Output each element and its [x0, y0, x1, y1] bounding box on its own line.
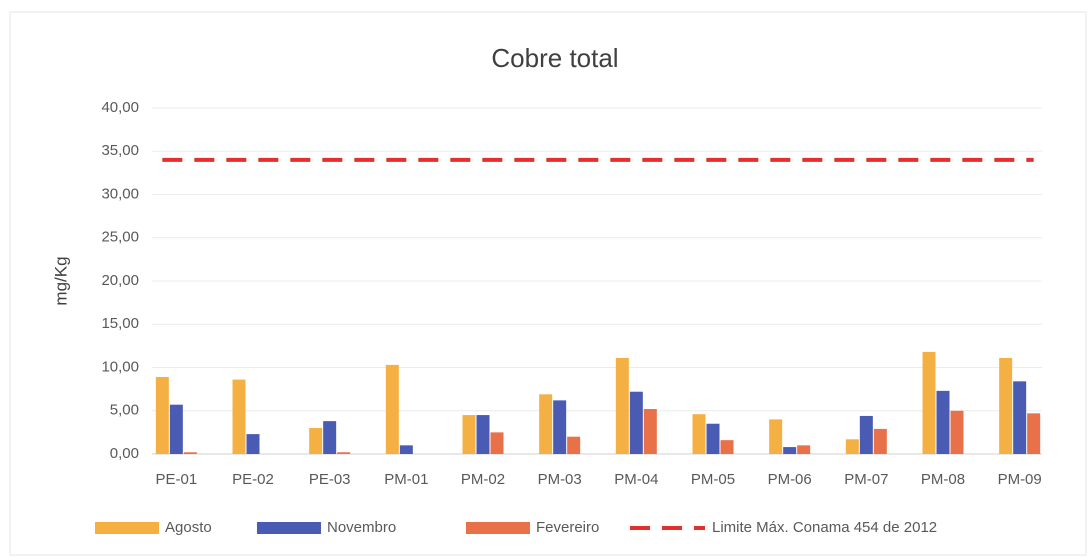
legend-swatch: [466, 522, 530, 534]
y-tick-label: 35,00: [101, 142, 139, 159]
legend-label: Limite Máx. Conama 454 de 2012: [712, 519, 937, 536]
bar: [783, 447, 797, 454]
bar: [337, 452, 351, 454]
chart-title: Cobre total: [491, 43, 618, 73]
bar: [692, 414, 706, 454]
bar: [385, 364, 399, 454]
bar: [567, 436, 581, 454]
bar: [490, 432, 504, 454]
bar: [629, 391, 643, 454]
bar: [309, 428, 323, 454]
bar: [769, 419, 783, 454]
y-axis-title: mg/Kg: [51, 256, 70, 305]
bar: [936, 390, 950, 454]
legend-swatch: [95, 522, 159, 534]
bar: [462, 415, 476, 454]
y-tick-label: 0,00: [110, 445, 139, 462]
x-tick-label: PE-02: [232, 471, 274, 488]
bar: [232, 379, 246, 454]
x-tick-label: PM-05: [691, 471, 735, 488]
y-tick-label: 15,00: [101, 315, 139, 332]
x-tick-label: PM-04: [614, 471, 658, 488]
y-tick-label: 10,00: [101, 358, 139, 375]
bar: [950, 410, 964, 454]
bar: [859, 415, 873, 454]
bar: [873, 428, 887, 454]
bar: [553, 400, 567, 454]
bar: [845, 439, 859, 454]
x-tick-label: PE-03: [309, 471, 351, 488]
y-tick-label: 25,00: [101, 229, 139, 246]
bar: [797, 445, 811, 454]
legend-label: Novembro: [327, 519, 396, 536]
x-tick-label: PM-08: [921, 471, 965, 488]
bar: [706, 423, 720, 454]
x-tick-label: PM-01: [384, 471, 428, 488]
y-tick-label: 40,00: [101, 99, 139, 116]
x-tick-label: PM-06: [768, 471, 812, 488]
legend-swatch: [257, 522, 321, 534]
bar: [1027, 413, 1041, 454]
x-tick-label: PM-07: [844, 471, 888, 488]
y-tick-label: 5,00: [110, 402, 139, 419]
bar: [399, 445, 413, 454]
bar: [615, 357, 629, 454]
bar: [169, 404, 183, 454]
bar: [183, 452, 197, 454]
y-tick-label: 30,00: [101, 185, 139, 202]
bar: [922, 351, 936, 454]
legend-label: Fevereiro: [536, 519, 599, 536]
bar: [720, 440, 734, 454]
legend-label: Agosto: [165, 519, 212, 536]
bar: [323, 421, 337, 454]
bar: [643, 409, 657, 454]
bar: [155, 377, 169, 454]
bar: [476, 415, 490, 454]
x-tick-label: PM-03: [538, 471, 582, 488]
x-tick-label: PM-09: [998, 471, 1042, 488]
bar: [999, 357, 1013, 454]
x-tick-label: PM-02: [461, 471, 505, 488]
bar: [246, 434, 260, 454]
x-tick-label: PE-01: [155, 471, 197, 488]
y-tick-label: 20,00: [101, 272, 139, 289]
chart-frame: [9, 11, 1087, 556]
bar: [1013, 381, 1027, 454]
bar: [539, 394, 553, 454]
